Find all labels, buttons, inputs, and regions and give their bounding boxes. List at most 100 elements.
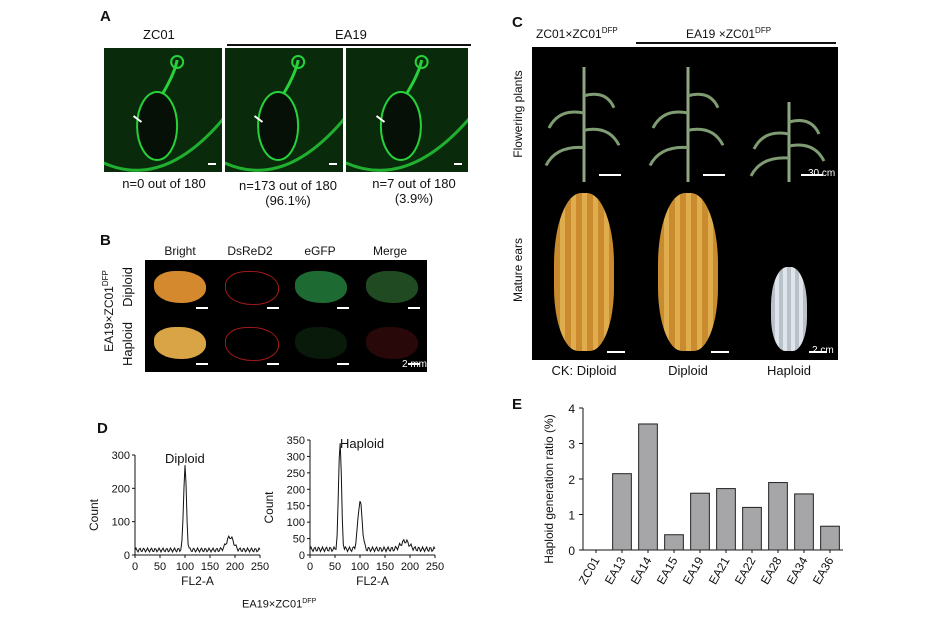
y-tick-label: 0 — [568, 544, 575, 558]
x-tick-label: EA22 — [732, 554, 759, 587]
scale-bar — [266, 363, 279, 365]
y-axis-label: Count — [262, 491, 276, 524]
panel-c-plant-2 — [637, 48, 739, 182]
panel-c-header-left: ZC01×ZC01DFP — [536, 26, 618, 41]
arrow-icon — [375, 115, 386, 123]
y-tick-label: 250 — [287, 468, 305, 480]
bar-ea22 — [742, 506, 762, 551]
bar-ea34 — [794, 493, 814, 551]
ear-shape — [658, 193, 718, 351]
kernel-shape — [224, 327, 279, 361]
panel-d-histogram-1: 0 100 200 300 0 50 100 150 200 250 FL2-A Count Diplo… — [87, 450, 269, 588]
y-tick-label: 100 — [287, 517, 305, 529]
bar-ea28 — [768, 482, 788, 551]
y-tick-label: 300 — [112, 450, 130, 462]
panel-d-label: D — [97, 420, 108, 437]
scale-bar — [407, 307, 420, 309]
ear-shape — [771, 267, 807, 351]
scale-bar — [454, 163, 462, 165]
panel-b-image-r1-c2 — [216, 261, 285, 315]
panel-b-image-grid — [145, 260, 427, 372]
panel-c-header-rule — [636, 42, 836, 44]
panel-c-row-ears: Mature ears — [511, 237, 525, 303]
bar-ea13 — [612, 473, 632, 551]
histogram-trace — [134, 465, 261, 554]
scale-bar — [801, 174, 823, 176]
bar-ea15 — [664, 534, 684, 551]
panel-c-row-flowering: Flowering plants — [511, 70, 525, 158]
panel-a-header-rule — [227, 44, 471, 46]
panel-a-micrograph-3 — [346, 48, 468, 172]
panel-b-label: B — [100, 232, 111, 249]
panel-a-caption-1-line1: n=0 out of 180 — [122, 176, 206, 191]
panel-a-caption-2-line2: (96.1%) — [265, 193, 311, 208]
y-axis-label: Haploid generation ratio (%) — [542, 414, 556, 563]
x-tick-label: 100 — [176, 561, 194, 573]
x-tick-label: EA13 — [602, 554, 629, 587]
scale-bar — [599, 174, 621, 176]
arrow-icon — [132, 115, 143, 123]
x-axis-label: FL2-A — [356, 574, 389, 588]
panel-b-cross-label: EA19×ZC01DFP — [101, 246, 117, 376]
x-tick-label: 250 — [426, 561, 444, 573]
panel-b-col-bright: Bright — [164, 244, 196, 258]
scale-bar — [266, 307, 279, 309]
x-tick-label: 200 — [401, 561, 419, 573]
y-axis-label: Count — [87, 498, 101, 531]
bar-ea14 — [638, 423, 658, 551]
panel-a-header-zc01: ZC01 — [143, 27, 175, 42]
panel-a-caption-2: n=173 out of 180 (96.1%) — [218, 178, 358, 208]
x-tick-label: EA15 — [654, 554, 681, 587]
panel-c-plant-1 — [533, 48, 635, 182]
kernel-shape — [224, 271, 279, 305]
histogram-title: Haploid — [340, 436, 384, 451]
kernel-shape — [154, 327, 206, 359]
x-tick-label: EA34 — [784, 554, 811, 587]
panel-a-label: A — [100, 8, 111, 25]
histogram-title: Diploid — [165, 451, 205, 466]
scale-bar — [337, 307, 349, 309]
y-tick-label: 50 — [293, 534, 305, 546]
panel-a-micrograph-1 — [104, 48, 222, 172]
x-tick-label: 50 — [329, 561, 341, 573]
panel-c-ear-2 — [637, 185, 739, 359]
y-tick-label: 2 — [568, 473, 575, 487]
panel-c-ear-1 — [533, 185, 635, 359]
x-tick-label: 50 — [154, 561, 166, 573]
panel-b-row-diploid: Diploid — [120, 267, 135, 307]
panel-b-image-r1-c3 — [287, 261, 355, 315]
x-tick-label: EA36 — [810, 554, 837, 587]
panel-c-image-grid — [532, 47, 838, 360]
panel-b-cross-sup: DFP — [101, 270, 110, 287]
scale-bar — [196, 363, 208, 365]
bar-ea36 — [820, 525, 840, 551]
y-tick-label: 1 — [568, 509, 575, 523]
y-tick-label: 100 — [112, 517, 130, 529]
x-tick-label: EA19 — [680, 554, 707, 587]
scale-bar — [407, 363, 420, 365]
x-tick-label: 100 — [351, 561, 369, 573]
kernel-shape — [154, 271, 206, 303]
panel-a-micrographs — [104, 48, 471, 172]
panel-b-image-r1-c1 — [146, 261, 214, 315]
x-axis-label: FL2-A — [181, 574, 214, 588]
panel-c-plant-scale-text: 30 cm — [808, 168, 836, 179]
panel-c-header-right-sup: DFP — [755, 26, 772, 35]
panel-a-caption-3: n=7 out of 180 (3.9%) — [350, 176, 478, 206]
x-tick-label: 0 — [307, 561, 313, 573]
kernel-shape — [295, 271, 347, 303]
x-tick-label: EA21 — [706, 554, 733, 587]
bar-ea19 — [690, 492, 710, 551]
panel-a-caption-2-line1: n=173 out of 180 — [239, 178, 337, 193]
scale-bar — [703, 174, 725, 176]
panel-d-footer: EA19×ZC01DFP — [242, 598, 316, 611]
panel-c-bottom-ck: CK: Diploid — [551, 363, 617, 378]
x-tick-label: 200 — [226, 561, 244, 573]
y-tick-label: 4 — [568, 402, 575, 416]
scale-bar — [711, 351, 729, 353]
panel-c-label: C — [512, 14, 523, 31]
ear-shape — [554, 193, 614, 351]
scale-bar — [196, 307, 208, 309]
y-tick-label: 150 — [287, 501, 305, 513]
